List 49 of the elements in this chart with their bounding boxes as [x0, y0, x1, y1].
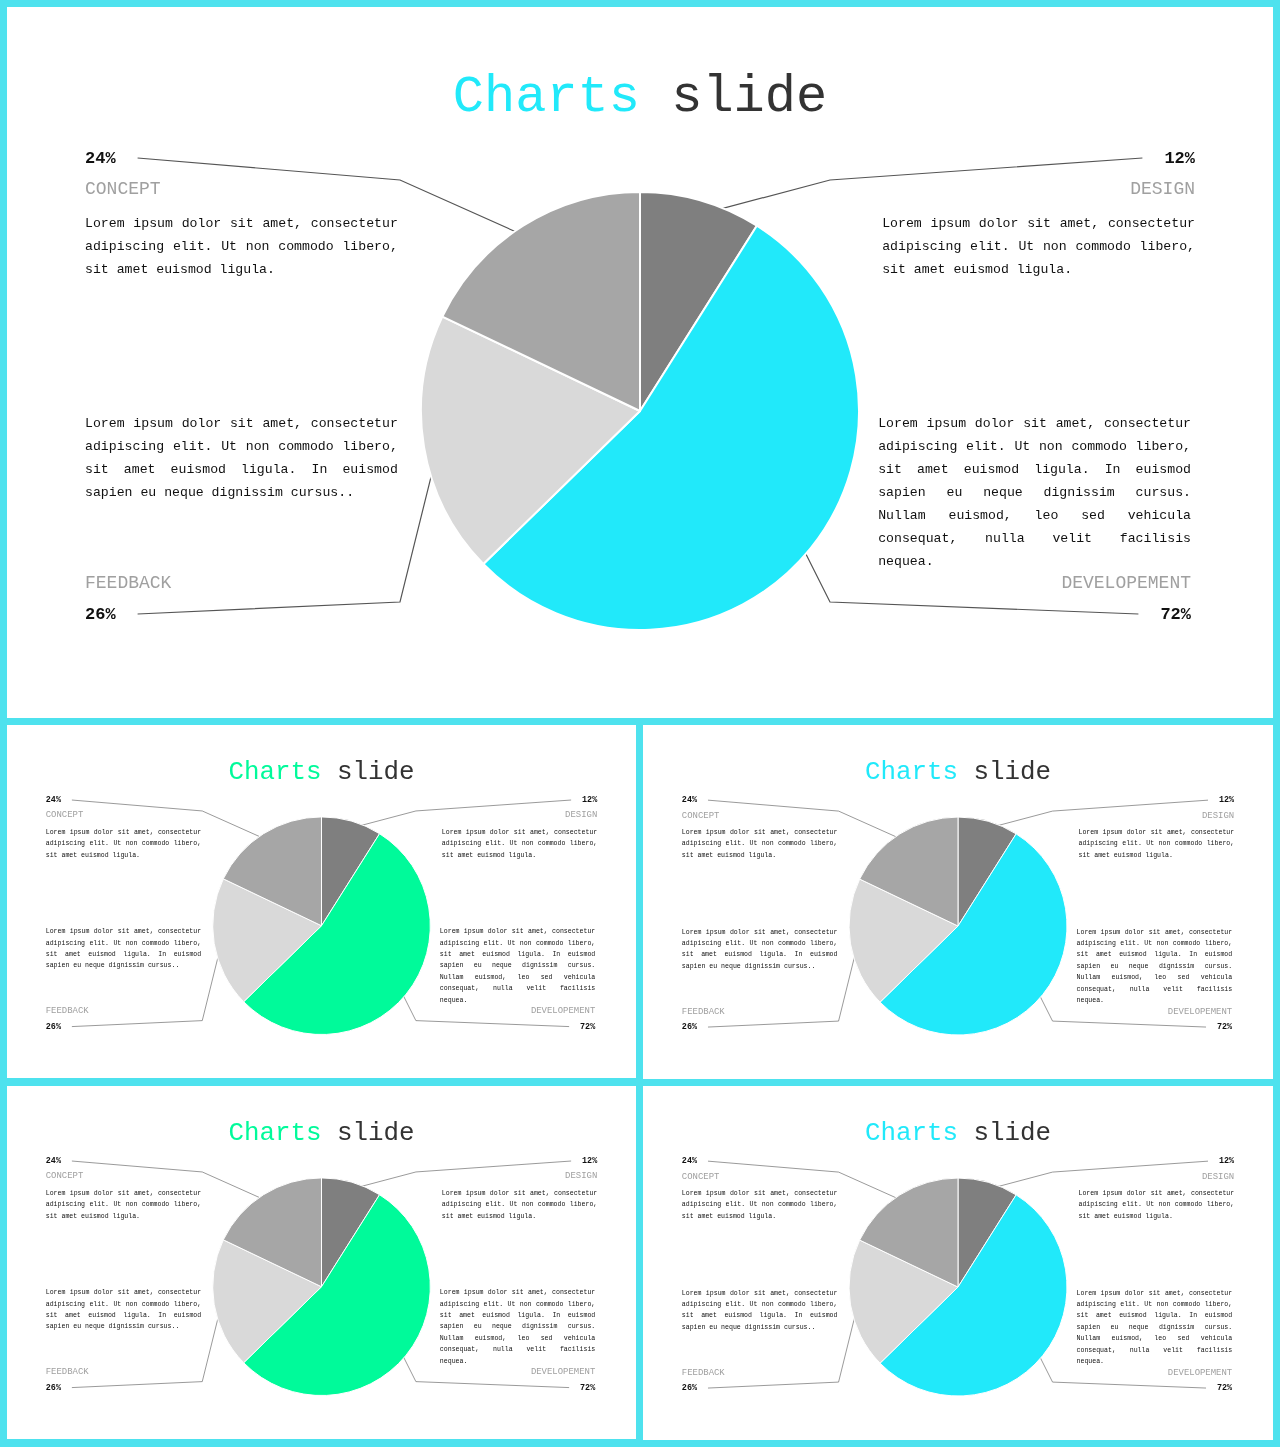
slice-label: CONCEPT — [681, 1171, 720, 1182]
slice-label: CONCEPT — [45, 810, 84, 821]
slice-label: FEEDBACK — [681, 1367, 726, 1378]
data-label: 12% — [1218, 795, 1236, 806]
text: Lorem ipsum dolor sit amet, consectetur adipiscing elit. Ut non commodo libero, sit amet euismod ligula. — [882, 215, 1195, 279]
data-label: 72% — [1160, 604, 1192, 624]
data-label: 72% — [1216, 1383, 1234, 1394]
slice-label: FEEDBACK — [681, 1006, 726, 1017]
data-label: 72% — [580, 1382, 597, 1393]
data-label: 24% — [45, 1156, 62, 1167]
data-label: 24% — [85, 148, 117, 168]
slice-label: FEEDBACK — [85, 573, 172, 593]
data-label: 26% — [45, 1021, 62, 1032]
data-label: 26% — [85, 604, 117, 624]
chart-title: Charts slide — [864, 757, 1052, 788]
slice-label: DESIGN — [1202, 810, 1235, 821]
chart-title: Charts slide — [228, 757, 415, 788]
chart-title: Charts slide — [452, 67, 828, 127]
slice-label: DEVELOPEMENT — [530, 1367, 596, 1378]
slice-label: DESIGN — [1130, 179, 1195, 199]
data-label: 72% — [1216, 1022, 1234, 1033]
slice-label: CONCEPT — [681, 810, 720, 821]
data-label: 12% — [582, 1156, 599, 1167]
chart-title: Charts slide — [864, 1118, 1052, 1149]
data-label: 24% — [45, 795, 62, 806]
slice-label: DEVELOPEMENT — [1167, 1006, 1233, 1017]
data-label: 12% — [1164, 148, 1196, 168]
slice-label: CONCEPT — [85, 179, 161, 199]
text: Lorem ipsum dolor sit amet, consectetur adipiscing elit. Ut non commodo libero, sit amet euismod ligula. In euismod sapien eu neque dignissim cursus. Nullam euismod, leo sed vehicula consequat, nulla velit facilisis nequea. — [878, 415, 1191, 571]
data-label: 72% — [580, 1021, 597, 1032]
text: Lorem ipsum dolor sit amet, consectetur adipiscing elit. Ut non commodo libero, sit amet euismod ligula. In euismod sapien eu neque dignissim cursus.. — [85, 415, 398, 502]
chart-title: Charts slide — [228, 1118, 415, 1149]
slice-label: DESIGN — [1202, 1171, 1235, 1182]
slice-label: DEVELOPEMENT — [1167, 1367, 1233, 1378]
data-label: 26% — [681, 1383, 698, 1394]
slice-label: FEEDBACK — [45, 1367, 90, 1378]
text: Lorem ipsum dolor sit amet, consectetur adipiscing elit. Ut non commodo libero, sit amet euismod ligula. — [85, 215, 398, 279]
data-label: 26% — [681, 1022, 698, 1033]
slice-label: DESIGN — [565, 1171, 598, 1182]
slice-label: CONCEPT — [45, 1171, 84, 1182]
slice-label: FEEDBACK — [45, 1006, 90, 1017]
slice-label: DESIGN — [565, 810, 598, 821]
data-label: 26% — [45, 1382, 62, 1393]
data-label: 24% — [681, 1156, 698, 1167]
data-label: 12% — [582, 795, 599, 806]
slice-label: DEVELOPEMENT — [530, 1006, 596, 1017]
slice-label: DEVELOPEMENT — [1061, 573, 1192, 593]
data-label: 24% — [681, 795, 698, 806]
data-label: 12% — [1218, 1156, 1236, 1167]
